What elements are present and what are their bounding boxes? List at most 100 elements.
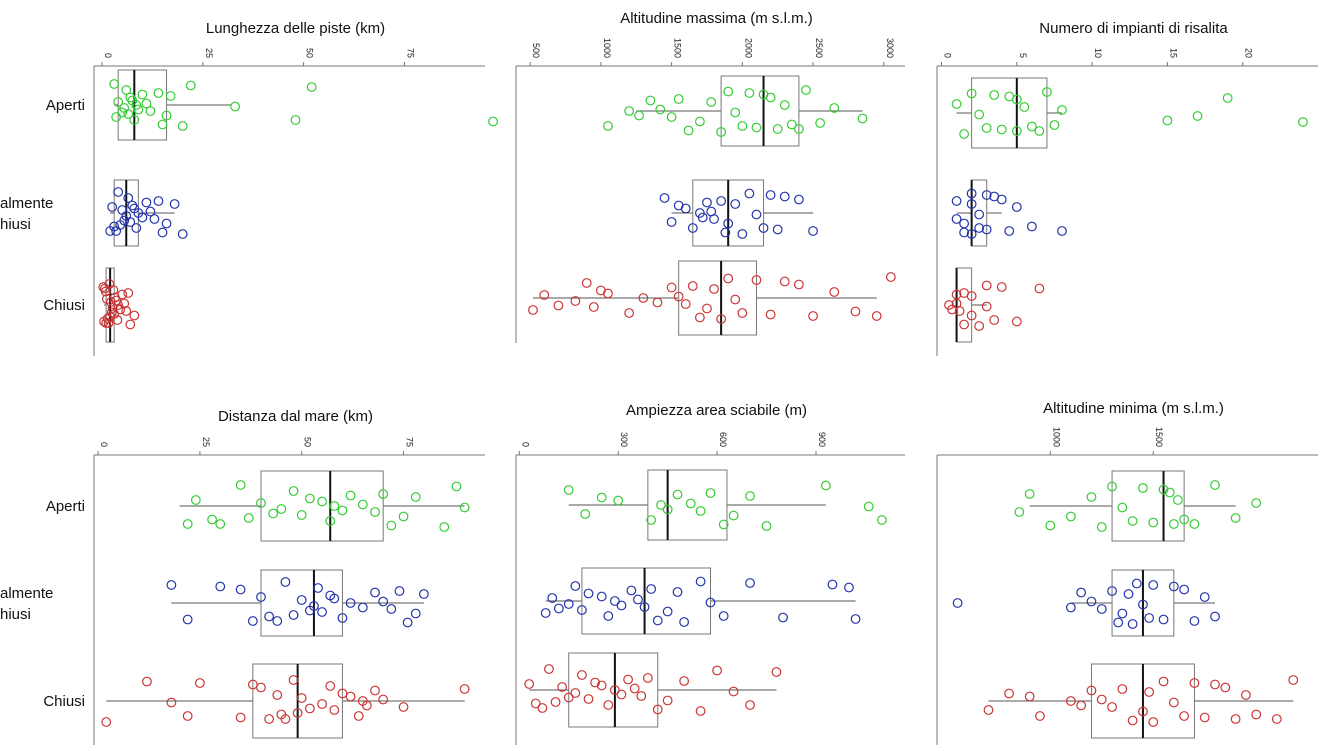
data-point [394,586,405,596]
data-point [1123,589,1134,599]
data-point [121,85,132,95]
data-point [694,116,705,127]
data-point [313,583,323,593]
data-point [1113,617,1124,628]
data-point [981,280,992,291]
data-point [751,275,762,285]
data-point [596,492,607,503]
data-point [829,287,840,297]
x-tick-label: 0 [103,53,113,58]
panel-title: Lunghezza delle piste (km) [206,20,385,37]
data-point [117,205,128,215]
data-point [1164,487,1175,498]
data-point [1230,513,1241,523]
x-tick-label: 10 [1093,48,1103,58]
group-label: almente [0,195,53,212]
data-point [666,282,677,293]
data-point [386,520,397,531]
data-point [570,581,581,591]
data-point [329,705,340,715]
data-point [288,486,299,496]
data-point [723,86,734,97]
data-point [697,212,708,223]
data-point [137,212,148,223]
data-point [1076,587,1087,598]
group-label: almente [0,585,53,602]
data-point [1179,514,1190,525]
x-tick-label: 1500 [673,38,683,58]
data-point [951,196,962,206]
box-iqr [971,77,1048,149]
data-point [1158,614,1169,625]
data-point [863,501,874,512]
box-iqr [1111,470,1185,542]
data-point [524,679,535,689]
data-point [109,221,120,232]
data-point [702,303,712,314]
data-point [646,584,657,594]
data-point [745,700,755,710]
data-point [623,674,633,685]
data-point [1011,316,1022,327]
data-point [723,273,734,284]
data-point [695,706,706,716]
data-point [290,115,301,125]
data-point [716,127,727,137]
data-point [778,612,788,623]
data-point [1148,580,1159,590]
data-point [744,188,755,199]
data-point [419,589,429,599]
data-point [765,92,776,103]
data-point [1004,688,1014,699]
data-point [378,596,389,607]
data-point [329,593,340,604]
data-point [720,227,731,238]
x-tick-label: 50 [303,437,313,447]
panel-title: Altitudine massima (m s.l.m.) [620,10,813,27]
data-point [1086,596,1097,607]
data-point [959,218,970,229]
data-point [125,217,136,227]
data-point [794,124,804,134]
data-point [666,112,677,122]
data-point [673,94,684,104]
data-point [113,97,124,107]
data-point [185,80,196,91]
data-point [1168,581,1179,592]
data-point [624,106,635,116]
data-point [652,297,663,308]
data-point [550,697,561,707]
data-point [718,611,729,621]
data-point [794,194,804,205]
data-point [557,682,568,692]
data-point [1158,484,1169,495]
data-point [695,506,706,516]
data-point [1057,105,1067,115]
data-point [981,224,992,235]
data-point [951,99,962,109]
box-iqr [117,69,168,141]
data-point [113,300,124,310]
data-point [1117,608,1128,619]
group-label: Chiusi [43,693,85,710]
data-point [603,700,614,710]
data-point [996,124,1007,135]
data-point [165,91,176,101]
data-point [1117,502,1128,513]
x-tick-label: 5 [1018,53,1028,58]
data-point [745,578,755,588]
data-point [131,223,142,233]
panel-title: Altitudine minima (m s.l.m.) [1043,400,1224,417]
data-point [655,104,666,115]
data-point [1251,498,1262,508]
data-point [378,694,389,705]
data-point [157,119,168,130]
x-tick-label: 1000 [1051,427,1061,447]
data-point [309,601,319,611]
data-point [109,79,120,89]
data-point [125,319,136,330]
data-point [103,318,114,328]
data-point [966,310,977,321]
data-point [272,616,283,626]
data-point [177,229,188,239]
